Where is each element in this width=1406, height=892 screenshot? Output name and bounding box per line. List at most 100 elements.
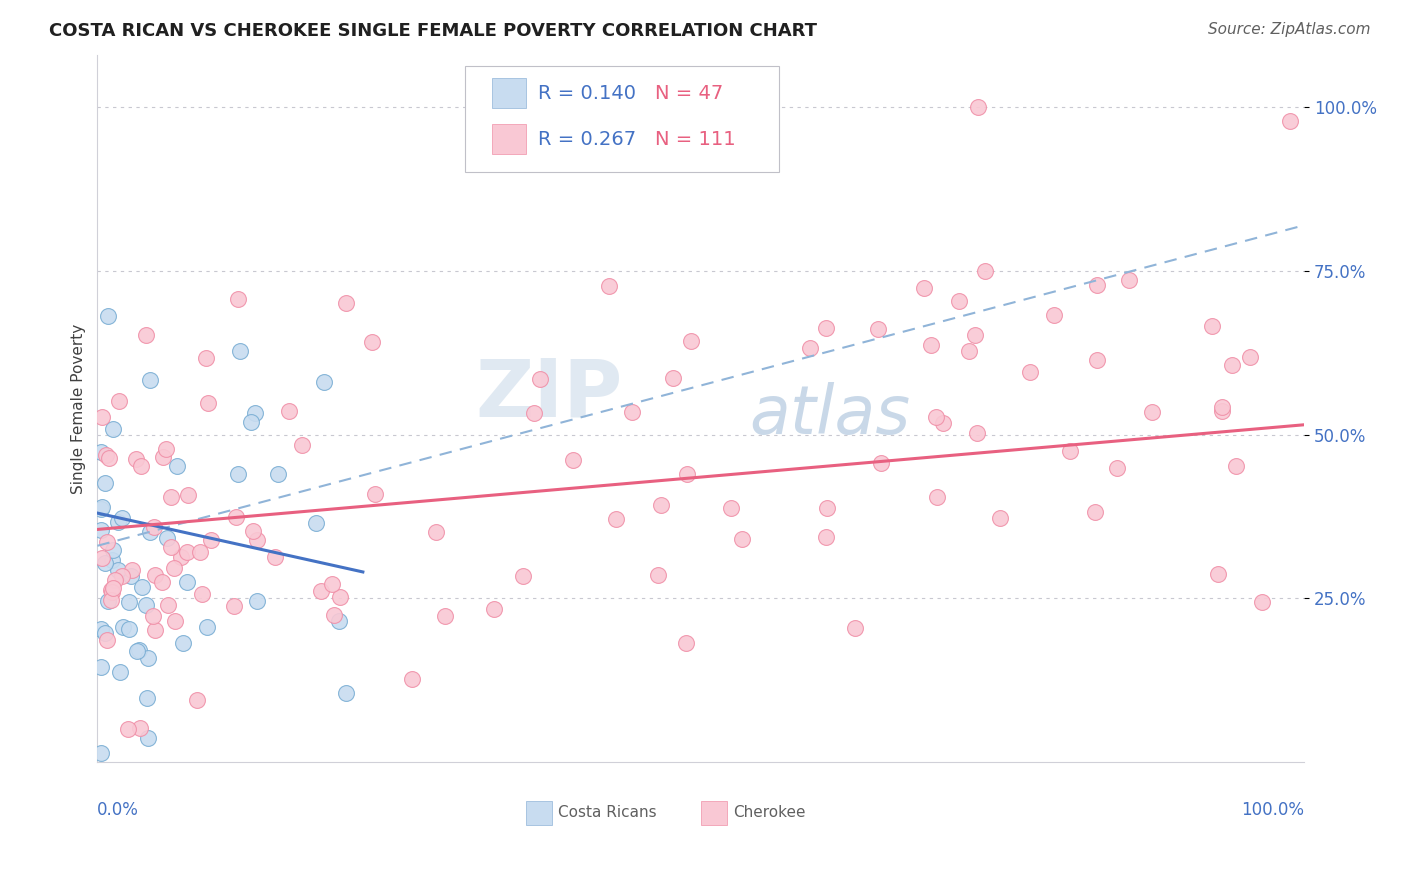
Point [246, 594, 269, 608]
Point [228, 344, 250, 359]
Text: Source: ZipAtlas.com: Source: ZipAtlas.com [1208, 22, 1371, 37]
Point [226, 467, 249, 481]
Point [156, 532, 179, 546]
FancyBboxPatch shape [526, 801, 553, 825]
Text: R = 0.267: R = 0.267 [538, 130, 636, 149]
Point [621, 404, 644, 418]
Point [647, 567, 669, 582]
Text: Cherokee: Cherokee [734, 805, 806, 820]
Point [135, 599, 157, 613]
FancyBboxPatch shape [492, 124, 526, 153]
Point [93, 625, 115, 640]
Point [925, 490, 948, 504]
Point [966, 425, 988, 440]
Point [117, 722, 139, 736]
Point [912, 281, 935, 295]
Point [194, 351, 217, 366]
Point [172, 636, 194, 650]
Point [188, 545, 211, 559]
Point [186, 693, 208, 707]
FancyBboxPatch shape [700, 801, 727, 825]
Point [107, 515, 129, 529]
FancyBboxPatch shape [492, 78, 526, 108]
Point [562, 452, 585, 467]
Point [91, 500, 114, 514]
Point [1085, 278, 1108, 293]
Text: R = 0.140: R = 0.140 [538, 84, 636, 103]
Point [605, 512, 627, 526]
Point [1211, 404, 1233, 418]
Point [1225, 458, 1247, 473]
Point [222, 599, 245, 614]
Point [1084, 505, 1107, 519]
Point [143, 623, 166, 637]
Point [401, 672, 423, 686]
Point [152, 450, 174, 465]
Point [136, 651, 159, 665]
Point [870, 456, 893, 470]
Text: atlas: atlas [749, 383, 910, 449]
Point [277, 404, 299, 418]
Point [1239, 350, 1261, 364]
Point [159, 540, 181, 554]
Point [957, 344, 980, 359]
Point [425, 525, 447, 540]
Text: Costa Ricans: Costa Ricans [558, 805, 657, 820]
Point [312, 376, 335, 390]
Point [1278, 113, 1301, 128]
Point [1211, 400, 1233, 414]
Point [127, 644, 149, 658]
Point [799, 341, 821, 355]
Point [225, 509, 247, 524]
Point [948, 293, 970, 308]
Point [93, 475, 115, 490]
Point [176, 545, 198, 559]
Point [731, 532, 754, 546]
Point [96, 534, 118, 549]
Point [100, 593, 122, 607]
Point [1105, 461, 1128, 475]
Point [166, 458, 188, 473]
Point [90, 660, 112, 674]
Point [1206, 566, 1229, 581]
Point [1220, 358, 1243, 372]
Point [97, 309, 120, 323]
Y-axis label: Single Female Poverty: Single Female Poverty [72, 323, 86, 493]
Point [107, 563, 129, 577]
Point [197, 619, 219, 633]
Point [103, 582, 125, 596]
Point [523, 406, 546, 420]
Text: COSTA RICAN VS CHEROKEE SINGLE FEMALE POVERTY CORRELATION CHART: COSTA RICAN VS CHEROKEE SINGLE FEMALE PO… [49, 22, 817, 40]
Point [512, 569, 534, 583]
Point [111, 569, 134, 583]
Point [335, 686, 357, 700]
Point [650, 498, 672, 512]
Point [120, 569, 142, 583]
Point [90, 523, 112, 537]
Point [676, 467, 699, 481]
Point [200, 533, 222, 547]
Point [661, 371, 683, 385]
Point [988, 511, 1011, 525]
Point [974, 264, 997, 278]
Text: 0.0%: 0.0% [97, 800, 139, 819]
Point [311, 583, 333, 598]
Point [1019, 365, 1042, 379]
Point [159, 490, 181, 504]
Point [131, 580, 153, 594]
Point [322, 607, 344, 622]
Point [104, 573, 127, 587]
Point [177, 488, 200, 502]
Point [364, 487, 387, 501]
Point [111, 620, 134, 634]
Point [1201, 318, 1223, 333]
Point [142, 609, 165, 624]
Point [150, 574, 173, 589]
Point [965, 328, 987, 343]
Text: 100.0%: 100.0% [1241, 800, 1305, 819]
FancyBboxPatch shape [465, 66, 779, 172]
Point [932, 417, 955, 431]
Point [103, 542, 125, 557]
Point [94, 556, 117, 570]
Point [290, 438, 312, 452]
